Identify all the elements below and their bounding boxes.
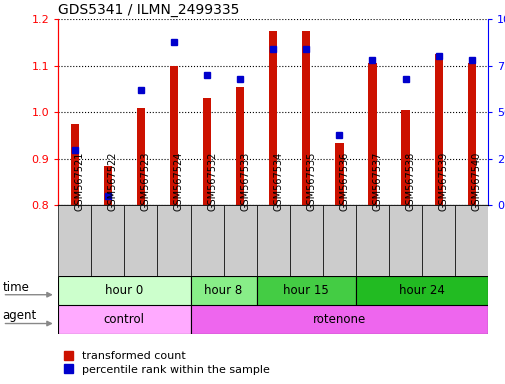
Text: GSM567539: GSM567539 [438,152,448,211]
Bar [223,205,256,276]
Text: GSM567532: GSM567532 [207,152,217,211]
Bar [335,142,343,205]
Bar [355,276,487,305]
Bar [58,276,190,305]
Bar [368,63,376,205]
Bar [104,166,112,205]
Bar [301,31,310,205]
Text: GSM567537: GSM567537 [372,152,382,211]
Bar [136,108,145,205]
Text: GSM567521: GSM567521 [75,152,84,211]
Bar [58,205,91,276]
Bar [434,54,442,205]
Text: time: time [3,281,29,293]
Bar [256,205,289,276]
Bar [190,276,256,305]
Bar [235,87,244,205]
Bar [58,305,190,334]
Bar [190,305,487,334]
Text: GSM567536: GSM567536 [339,152,349,211]
Bar [170,66,178,205]
Bar [322,205,355,276]
Text: hour 15: hour 15 [283,285,329,297]
Text: GSM567522: GSM567522 [108,152,118,211]
Bar [190,205,223,276]
Bar [467,63,475,205]
Text: hour 24: hour 24 [398,285,444,297]
Text: GSM567535: GSM567535 [306,152,316,211]
Text: rotenone: rotenone [312,313,365,326]
Bar [388,205,421,276]
Text: control: control [104,313,144,326]
Text: agent: agent [3,310,37,322]
Legend: transformed count, percentile rank within the sample: transformed count, percentile rank withi… [64,351,269,375]
Bar [124,205,157,276]
Bar [256,276,355,305]
Text: GSM567540: GSM567540 [471,152,481,211]
Bar [71,124,79,205]
Bar [355,205,388,276]
Text: GSM567523: GSM567523 [140,152,150,211]
Bar [400,110,409,205]
Text: GSM567524: GSM567524 [174,152,184,211]
Text: GSM567534: GSM567534 [273,152,283,211]
Bar [421,205,454,276]
Text: GSM567538: GSM567538 [405,152,415,211]
Bar [91,205,124,276]
Bar [289,205,322,276]
Text: GSM567533: GSM567533 [240,152,249,211]
Bar [203,98,211,205]
Text: hour 0: hour 0 [105,285,143,297]
Bar [454,205,487,276]
Bar [157,205,190,276]
Bar [269,31,277,205]
Text: GDS5341 / ILMN_2499335: GDS5341 / ILMN_2499335 [58,3,239,17]
Text: hour 8: hour 8 [204,285,242,297]
